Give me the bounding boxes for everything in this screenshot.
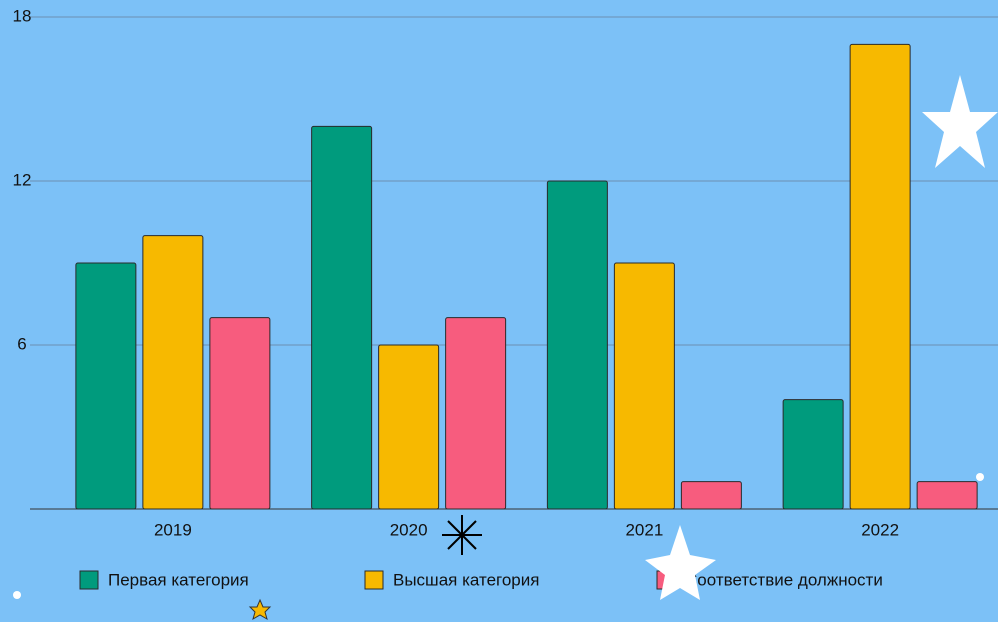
dot: [976, 473, 984, 481]
x-tick-label: 2022: [861, 520, 899, 539]
legend-swatch: [80, 571, 98, 589]
legend-label: Соответствие должности: [685, 570, 883, 589]
bar: [614, 263, 674, 509]
bar: [917, 482, 977, 509]
x-tick-label: 2019: [154, 520, 192, 539]
legend-swatch: [365, 571, 383, 589]
legend-label: Первая категория: [108, 570, 249, 589]
bar: [312, 126, 372, 509]
bar: [850, 44, 910, 509]
y-tick-label: 6: [17, 334, 26, 353]
dot: [13, 591, 21, 599]
x-tick-label: 2021: [625, 520, 663, 539]
asterisk: [442, 515, 482, 555]
bar: [210, 318, 270, 509]
x-tick-label: 2020: [390, 520, 428, 539]
bar: [143, 236, 203, 509]
y-tick-label: 12: [13, 170, 32, 189]
y-tick-label: 18: [13, 6, 32, 25]
bar: [681, 482, 741, 509]
chart: 6 12 18 2019 2020 2021 2022 Первая категория Выс…: [0, 0, 998, 622]
bar: [379, 345, 439, 509]
bar: [76, 263, 136, 509]
legend-label: Высшая категория: [393, 570, 539, 589]
bar: [783, 400, 843, 509]
bar: [446, 318, 506, 509]
bar: [547, 181, 607, 509]
